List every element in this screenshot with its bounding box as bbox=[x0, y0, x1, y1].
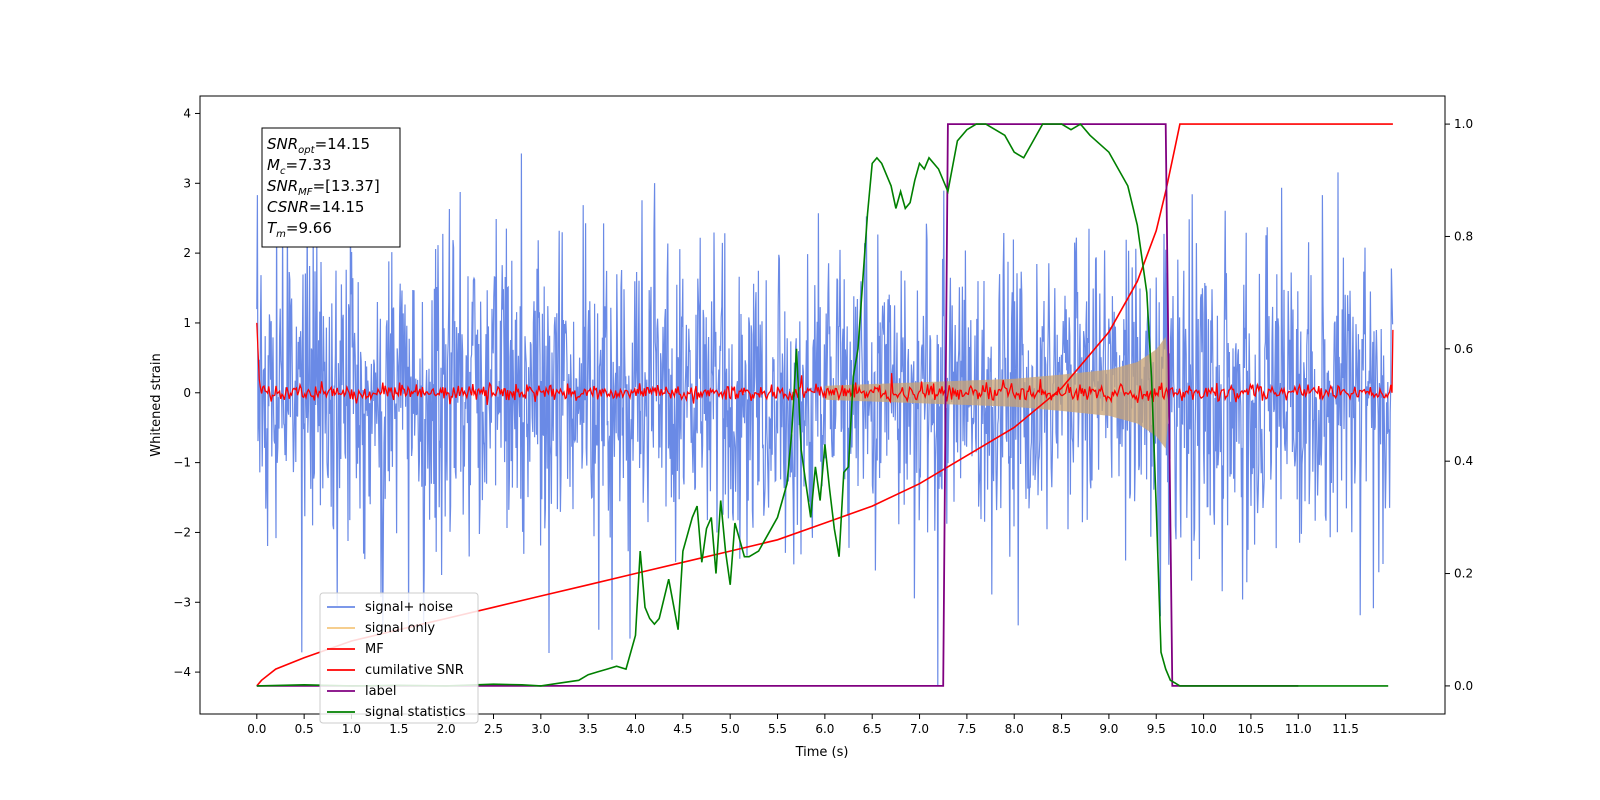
legend: signal+ noise signal only MF cumilative SNR… bbox=[319, 592, 479, 724]
annotation-box: SNRopt=14.15Mc=7.33SNRMF=[13.37]CSNR=14.… bbox=[261, 127, 401, 248]
annotation-line: Tm=9.66 bbox=[267, 219, 332, 240]
annotation-line: SNRopt=14.15 bbox=[267, 135, 370, 156]
legend-label: signal statistics bbox=[365, 705, 466, 720]
series-signal-statistics-line bbox=[256, 123, 1389, 687]
legend-label: cumilative SNR bbox=[365, 663, 464, 678]
series-mf-line bbox=[256, 322, 1394, 405]
series-signal-noise-line bbox=[256, 153, 1394, 687]
x-tick-label: 11.5 bbox=[1332, 722, 1359, 736]
x-tick-label: 3.0 bbox=[531, 722, 550, 736]
x-tick-label: 4.0 bbox=[626, 722, 645, 736]
x-tick-label: 9.0 bbox=[1099, 722, 1118, 736]
x-tick-label: 8.5 bbox=[1052, 722, 1071, 736]
y2-tick-label: 0.6 bbox=[1454, 342, 1473, 356]
x-tick-label: 6.0 bbox=[815, 722, 834, 736]
y2-tick-label: 0.8 bbox=[1454, 229, 1473, 243]
legend-label: signal only bbox=[365, 621, 435, 636]
y-tick-label: 1 bbox=[183, 316, 191, 330]
x-tick-label: 8.0 bbox=[1005, 722, 1024, 736]
y-tick-label: −1 bbox=[173, 456, 191, 470]
x-tick-label: 5.5 bbox=[768, 722, 787, 736]
y-tick-label: 4 bbox=[183, 106, 191, 120]
y2-tick-label: 0.4 bbox=[1454, 454, 1473, 468]
x-axis: 0.0 0.5 1.0 1.5 2.0 2.5 3.0 3.5 4.0 4.5 5.0 5.5 6.0 6… bbox=[247, 714, 1359, 736]
x-tick-label: 4.5 bbox=[673, 722, 692, 736]
x-tick-label: 10.0 bbox=[1190, 722, 1217, 736]
annotation-line: Mc=7.33 bbox=[267, 156, 331, 177]
y-axis-left: −4 −3 −2 −1 0 1 2 3 4 bbox=[173, 106, 200, 679]
x-tick-label: 11.0 bbox=[1285, 722, 1312, 736]
y2-tick-label: 1.0 bbox=[1454, 117, 1473, 131]
legend-label: MF bbox=[365, 642, 384, 657]
y-axis-right: 0.0 0.2 0.4 0.6 0.8 1.0 bbox=[1445, 117, 1473, 693]
y-axis-label: Whitened strain bbox=[149, 353, 164, 456]
legend-label: label bbox=[365, 684, 396, 699]
x-tick-label: 5.0 bbox=[721, 722, 740, 736]
x-tick-label: 9.5 bbox=[1147, 722, 1166, 736]
x-tick-label: 2.0 bbox=[437, 722, 456, 736]
y-tick-label: 0 bbox=[183, 386, 191, 400]
x-tick-label: 1.5 bbox=[389, 722, 408, 736]
annotation-line: SNRMF=[13.37] bbox=[267, 177, 380, 198]
y-tick-label: 3 bbox=[183, 176, 191, 190]
annotation-line: CSNR=14.15 bbox=[267, 198, 364, 216]
y-tick-label: −4 bbox=[173, 665, 191, 679]
y-tick-label: −2 bbox=[173, 525, 191, 539]
y-tick-label: 2 bbox=[183, 246, 191, 260]
x-tick-label: 7.5 bbox=[957, 722, 976, 736]
x-tick-label: 0.0 bbox=[247, 722, 266, 736]
x-tick-label: 6.5 bbox=[863, 722, 882, 736]
x-tick-label: 10.5 bbox=[1238, 722, 1265, 736]
y-tick-label: −3 bbox=[173, 595, 191, 609]
x-tick-label: 3.5 bbox=[579, 722, 598, 736]
y2-tick-label: 0.0 bbox=[1454, 679, 1473, 693]
y2-tick-label: 0.2 bbox=[1454, 567, 1473, 581]
x-tick-label: 0.5 bbox=[295, 722, 314, 736]
x-axis-label: Time (s) bbox=[795, 745, 849, 760]
x-tick-label: 1.0 bbox=[342, 722, 361, 736]
x-tick-label: 2.5 bbox=[484, 722, 503, 736]
x-tick-label: 7.0 bbox=[910, 722, 929, 736]
legend-label: signal+ noise bbox=[365, 600, 453, 615]
plot-frame bbox=[199, 95, 1446, 715]
